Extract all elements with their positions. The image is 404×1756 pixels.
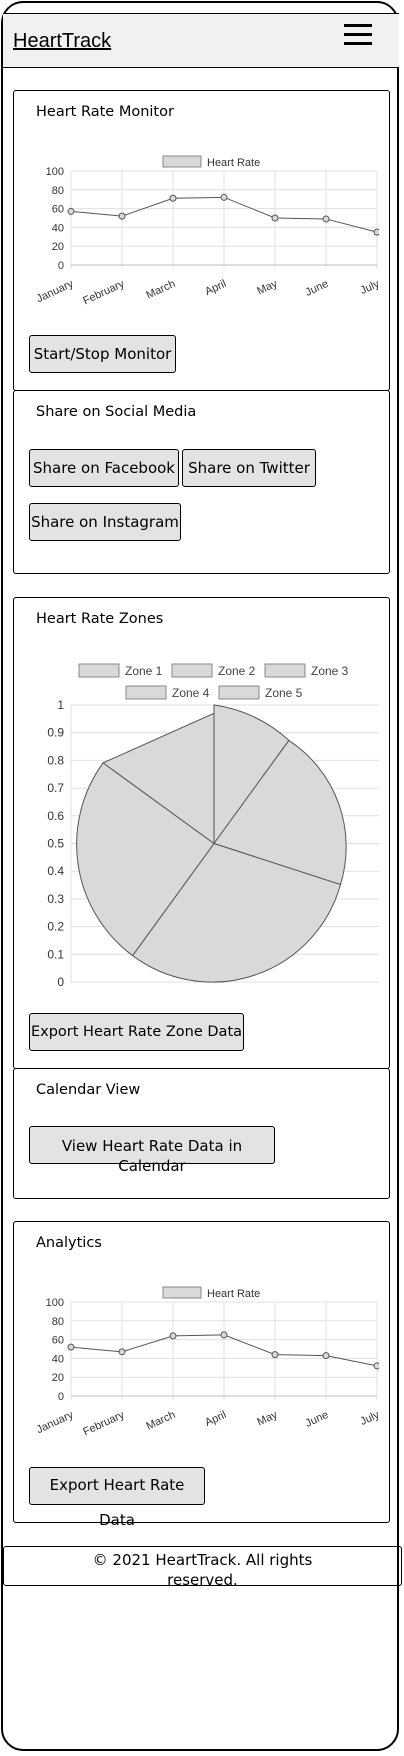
- monitor-legend-label: Heart Rate: [207, 157, 260, 169]
- analytics-ytick-label: 60: [52, 1335, 64, 1347]
- zones-legend-label: Zone 3: [311, 664, 349, 678]
- zones-ytick-label: 0: [57, 975, 64, 989]
- zones-legend-swatch: [264, 663, 306, 678]
- start-stop-monitor-button[interactable]: Start/Stop Monitor: [29, 335, 176, 373]
- calendar-title: Calendar View: [36, 1082, 141, 1098]
- analytics-xtick-label: April: [203, 1409, 228, 1429]
- zones-slice-4: [76, 762, 215, 957]
- zones-legend-label: Zone 4: [172, 686, 210, 700]
- share-instagram-button[interactable]: Share on Instagram: [29, 503, 181, 541]
- analytics-ytick-label: 40: [52, 1353, 64, 1365]
- zones-chart-svg: Zone 1 Zone 2 Zone 3 Zone 4 Zone 5 1 0.9 0.8 0.7…: [47, 663, 379, 989]
- analytics-ytick-label: 20: [52, 1372, 64, 1384]
- zones-panel: Heart Rate Zones Zone 1 Zone 2 Zone 3 Zone …: [13, 597, 390, 1069]
- zones-ytick-label: 0.6: [47, 809, 64, 823]
- zones-legend-label: Zone 2: [218, 664, 256, 678]
- monitor-xtick-label: March: [144, 278, 177, 302]
- monitor-data-point: [67, 207, 75, 215]
- monitor-ytick-label: 60: [52, 204, 64, 216]
- social-panel: Share on Social Media Share on Facebook …: [13, 390, 390, 574]
- monitor-xtick-label: June: [304, 278, 331, 299]
- analytics-legend-swatch: [162, 1286, 202, 1299]
- analytics-data-point: [220, 1331, 228, 1339]
- monitor-data-point: [271, 214, 279, 222]
- zones-slice-5: [102, 712, 215, 845]
- analytics-data-point: [169, 1332, 177, 1340]
- zones-legend-label: Zone 5: [265, 686, 303, 700]
- view-calendar-button[interactable]: View Heart Rate Data in Calendar: [29, 1126, 275, 1175]
- monitor-data-point: [373, 228, 381, 236]
- zones-legend-swatch: [125, 685, 167, 700]
- zones-title: Heart Rate Zones: [36, 611, 164, 627]
- monitor-data-point: [322, 215, 330, 223]
- hamburger-icon[interactable]: [344, 24, 372, 46]
- monitor-ytick-label: 0: [58, 260, 64, 272]
- analytics-ytick-label: 80: [52, 1316, 64, 1328]
- monitor-ytick-label: 100: [46, 166, 64, 178]
- zones-chart: Zone 1 Zone 2 Zone 3 Zone 4 Zone 5 1 0.9 0.8 0.7…: [34, 660, 379, 993]
- monitor-data-point: [118, 212, 126, 220]
- analytics-xtick-label: February: [81, 1409, 126, 1436]
- monitor-data-point: [220, 193, 228, 201]
- monitor-ytick-label: 20: [52, 241, 64, 253]
- analytics-data-point: [271, 1351, 279, 1359]
- footer: © 2021 HeartTrack. All rights reserved.: [3, 1546, 402, 1589]
- analytics-legend-label: Heart Rate: [207, 1288, 260, 1300]
- calendar-panel: Calendar View View Heart Rate Data in Ca…: [13, 1068, 390, 1199]
- share-twitter-button[interactable]: Share on Twitter: [182, 449, 316, 487]
- app-header: HeartTrack: [3, 13, 399, 68]
- monitor-xtick-label: May: [255, 278, 279, 298]
- analytics-xtick-label: March: [144, 1409, 177, 1433]
- analytics-xtick-label: January: [35, 1409, 76, 1436]
- zones-slice-2: [213, 739, 347, 886]
- analytics-ytick-label: 0: [58, 1391, 64, 1403]
- analytics-data-point: [373, 1362, 381, 1370]
- monitor-xtick-label: July: [358, 278, 379, 297]
- analytics-chart-svg: Heart Rate 100 80 60 40 20 0 January February Mar…: [35, 1286, 382, 1438]
- zones-ytick-label: 0.2: [47, 920, 64, 934]
- analytics-ytick-label: 100: [46, 1297, 64, 1309]
- zones-ytick-label: 1: [57, 698, 64, 712]
- monitor-xtick-label: April: [203, 278, 228, 298]
- monitor-xtick-label: January: [35, 278, 76, 305]
- zones-legend-swatch: [218, 685, 260, 700]
- monitor-xtick-label: February: [81, 278, 126, 305]
- zones-ytick-label: 0.8: [47, 753, 64, 767]
- footer-text: © 2021 HeartTrack. All rights reserved.: [92, 1551, 313, 1589]
- analytics-xtick-label: July: [358, 1409, 379, 1428]
- analytics-data-point: [118, 1348, 126, 1356]
- export-zone-data-button[interactable]: Export Heart Rate Zone Data: [29, 1013, 244, 1051]
- zones-ytick-label: 0.5: [47, 837, 64, 851]
- social-title: Share on Social Media: [36, 404, 197, 420]
- analytics-xtick-label: June: [304, 1409, 331, 1430]
- export-heart-rate-data-button[interactable]: Export Heart Rate Data: [29, 1467, 205, 1529]
- analytics-xtick-label: May: [255, 1409, 279, 1429]
- zones-legend-swatch: [78, 663, 120, 678]
- analytics-data-point: [322, 1352, 330, 1360]
- share-facebook-button[interactable]: Share on Facebook: [29, 449, 179, 487]
- zones-ytick-label: 0.4: [47, 864, 64, 878]
- analytics-chart: Heart Rate 100 80 60 40 20 0 January February Mar…: [34, 1286, 382, 1438]
- brand-link[interactable]: HeartTrack: [13, 30, 112, 52]
- monitor-legend-swatch: [162, 155, 202, 168]
- zones-ytick-label: 0.3: [47, 892, 64, 906]
- monitor-chart-svg: Heart Rate 100 80 60 40 20 0 January February Mar…: [35, 155, 382, 307]
- zones-legend-label: Zone 1: [125, 664, 163, 678]
- monitor-title: Heart Rate Monitor: [36, 104, 174, 120]
- zones-ytick-label: 0.1: [47, 947, 64, 961]
- monitor-data-point: [169, 194, 177, 202]
- monitor-chart: Heart Rate 100 80 60 40 20 0 January February Mar…: [34, 155, 382, 307]
- monitor-panel: Heart Rate Monitor Heart Rate 100 80 60 40 20…: [13, 90, 390, 391]
- zones-slice-1: [213, 704, 290, 846]
- monitor-ytick-label: 80: [52, 185, 64, 197]
- zones-ytick-label: 0.9: [47, 726, 64, 740]
- monitor-ytick-label: 40: [52, 222, 64, 234]
- analytics-data-point: [67, 1343, 75, 1351]
- analytics-panel: Analytics Heart Rate 100 80 60 40 20 0 January F…: [13, 1221, 390, 1529]
- zones-ytick-label: 0.7: [47, 781, 64, 795]
- analytics-title: Analytics: [36, 1235, 102, 1251]
- zones-slice-3: [131, 842, 342, 983]
- zones-legend-swatch: [171, 663, 213, 678]
